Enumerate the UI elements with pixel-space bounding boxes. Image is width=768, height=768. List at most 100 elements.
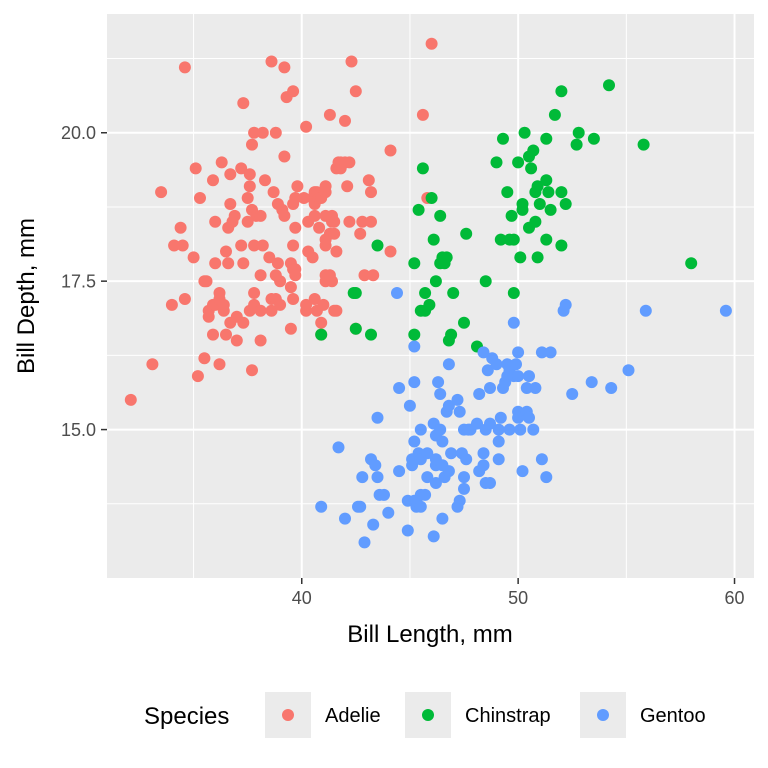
point-chinstrap — [527, 144, 540, 157]
point-gentoo — [419, 488, 432, 501]
legend-keys: Adelie Chinstrap Gentoo — [265, 692, 706, 738]
point-adelie — [358, 269, 371, 282]
point-adelie — [254, 209, 267, 222]
point-chinstrap — [423, 298, 436, 311]
point-gentoo — [432, 376, 445, 389]
point-adelie — [237, 257, 250, 270]
point-chinstrap — [460, 227, 473, 240]
point-gentoo — [484, 477, 496, 489]
point-gentoo — [369, 459, 382, 472]
point-chinstrap — [540, 174, 553, 187]
point-chinstrap — [507, 233, 520, 246]
point-chinstrap — [458, 316, 470, 329]
point-adelie — [278, 209, 291, 222]
point-gentoo — [434, 423, 447, 436]
point-gentoo — [445, 447, 458, 460]
x-tick-label: 60 — [725, 588, 745, 608]
point-gentoo — [639, 304, 652, 317]
point-gentoo — [492, 435, 505, 448]
point-adelie — [323, 108, 336, 121]
point-adelie — [191, 370, 204, 383]
point-adelie — [174, 221, 187, 234]
y-tick-label: 17.5 — [61, 272, 96, 292]
point-chinstrap — [349, 322, 362, 335]
point-gentoo — [473, 388, 486, 400]
point-adelie — [241, 215, 254, 228]
grid-minor — [107, 14, 754, 578]
point-gentoo — [585, 376, 598, 389]
point-adelie — [124, 393, 137, 406]
grid-major — [107, 14, 754, 578]
point-adelie — [330, 245, 343, 258]
point-gentoo — [453, 494, 466, 507]
point-adelie — [215, 156, 228, 169]
point-adelie — [248, 287, 261, 299]
point-chinstrap — [685, 257, 698, 270]
point-chinstrap — [514, 251, 527, 264]
point-adelie — [267, 186, 280, 199]
point-adelie — [326, 275, 338, 288]
point-adelie — [354, 227, 367, 240]
point-adelie — [246, 364, 258, 377]
point-chinstrap — [529, 215, 542, 228]
point-gentoo — [382, 506, 395, 519]
point-gentoo — [490, 358, 503, 371]
point-chinstrap — [542, 186, 555, 199]
point-chinstrap — [419, 287, 432, 299]
point-adelie — [237, 97, 250, 110]
point-gentoo — [719, 304, 732, 317]
point-chinstrap — [349, 287, 362, 299]
point-chinstrap — [412, 203, 425, 216]
point-adelie — [297, 192, 310, 204]
point-adelie — [274, 298, 287, 311]
point-adelie — [284, 322, 297, 335]
point-adelie — [220, 328, 232, 341]
point-chinstrap — [434, 209, 447, 222]
axis-tick-labels: 40 50 60 15.0 17.5 20.0 — [61, 123, 745, 608]
point-adelie — [248, 239, 261, 252]
legend-label-gentoo: Gentoo — [640, 705, 706, 727]
point-gentoo — [540, 471, 553, 484]
point-adelie — [222, 257, 235, 270]
point-gentoo — [520, 382, 533, 394]
point-chinstrap — [497, 132, 509, 145]
point-chinstrap — [447, 287, 460, 299]
point-adelie — [319, 180, 332, 193]
point-adelie — [300, 120, 313, 133]
point-adelie — [248, 126, 261, 139]
point-adelie — [155, 186, 168, 199]
point-adelie — [330, 304, 343, 317]
point-adelie — [256, 239, 269, 252]
point-gentoo — [451, 393, 464, 406]
point-chinstrap — [512, 156, 525, 169]
point-chinstrap — [540, 132, 553, 145]
point-gentoo — [494, 411, 507, 424]
point-chinstrap — [518, 126, 531, 139]
point-gentoo — [408, 435, 421, 448]
point-gentoo — [512, 370, 525, 383]
point-adelie — [259, 174, 271, 187]
point-chinstrap — [555, 186, 568, 199]
point-gentoo — [516, 465, 529, 478]
point-gentoo — [442, 465, 455, 478]
point-adelie — [278, 61, 291, 74]
point-adelie — [176, 239, 189, 252]
point-chinstrap — [531, 251, 544, 264]
point-adelie — [287, 85, 300, 98]
point-chinstrap — [416, 162, 429, 175]
point-gentoo — [354, 500, 367, 513]
point-chinstrap — [371, 239, 384, 252]
point-chinstrap — [507, 287, 520, 299]
y-tick-label: 20.0 — [61, 123, 96, 143]
point-chinstrap — [408, 328, 421, 341]
point-adelie — [263, 251, 276, 264]
point-chinstrap — [425, 192, 438, 204]
point-adelie — [384, 144, 397, 157]
point-adelie — [287, 293, 300, 305]
point-chinstrap — [548, 108, 561, 121]
point-gentoo — [535, 346, 548, 359]
point-adelie — [269, 126, 282, 139]
point-adelie — [328, 215, 341, 228]
point-adelie — [228, 209, 241, 222]
point-gentoo — [339, 512, 351, 525]
